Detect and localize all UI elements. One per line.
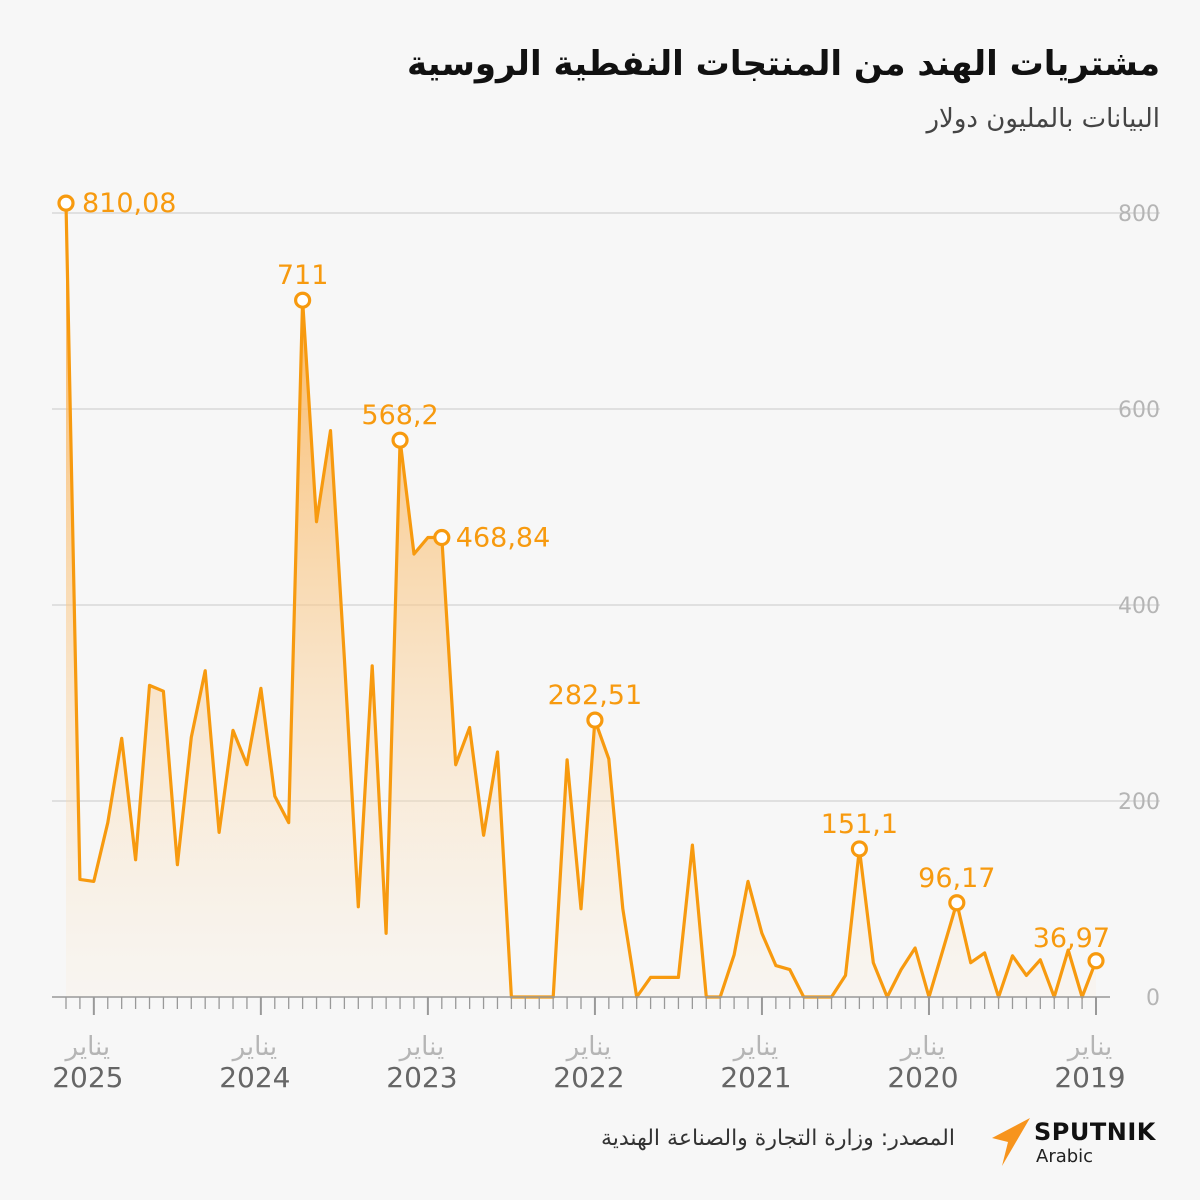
data-label: 711 [277, 260, 329, 291]
x-tick-month-label: يناير [398, 1032, 445, 1062]
brand-name: SPUTNIK [1034, 1118, 1156, 1146]
data-point-marker [391, 431, 409, 449]
chart-subtitle: البيانات بالمليون دولار [926, 104, 1160, 134]
y-tick-label: 0 [1146, 986, 1160, 1011]
data-label: 810,08 [82, 188, 176, 219]
data-label: 468,84 [456, 523, 550, 554]
x-tick-year-label: 2022 [553, 1061, 624, 1094]
x-tick-year-label: 2025 [52, 1061, 123, 1094]
y-tick-label: 600 [1118, 398, 1160, 423]
x-tick-year-label: 2024 [219, 1061, 290, 1094]
data-label: 282,51 [548, 680, 642, 711]
data-label: 568,2 [361, 400, 438, 431]
data-point-marker [57, 194, 75, 212]
area-fill [66, 203, 1096, 998]
source-note: المصدر: وزارة التجارة والصناعة الهندية [600, 1126, 955, 1151]
sputnik-logo: SPUTNIK Arabic [990, 1112, 1170, 1172]
x-tick-year-label: 2021 [720, 1061, 791, 1094]
data-label: 151,1 [821, 809, 898, 840]
x-tick-month-label: يناير [732, 1032, 779, 1062]
x-tick-year-label: 2020 [887, 1061, 958, 1094]
x-tick-month-label: يناير [1066, 1032, 1113, 1062]
x-tick-year-label: 2019 [1054, 1061, 1125, 1094]
data-point-marker [586, 711, 604, 729]
data-point-marker [294, 291, 312, 309]
x-tick-year-label: 2023 [386, 1061, 457, 1094]
series-line [64, 203, 1098, 999]
sputnik-logo-icon [992, 1118, 1030, 1166]
x-tick-month-label: يناير [899, 1032, 946, 1062]
data-point-marker [1087, 952, 1105, 970]
x-tick-month-label: يناير [231, 1032, 278, 1062]
brand-subtitle: Arabic [1036, 1146, 1094, 1167]
y-tick-label: 400 [1118, 594, 1160, 619]
y-tick-label: 800 [1118, 202, 1160, 227]
data-point-marker [433, 528, 451, 547]
data-label: 36,97 [1033, 923, 1110, 954]
x-tick-month-label: يناير [565, 1032, 612, 1062]
data-point-marker [948, 894, 966, 912]
y-tick-label: 200 [1118, 790, 1160, 815]
data-point-marker [850, 840, 868, 858]
x-tick-month-label: يناير [64, 1032, 111, 1062]
data-label: 96,17 [918, 863, 995, 894]
chart-title: مشتريات الهند من المنتجات النفطية الروسي… [406, 44, 1160, 84]
